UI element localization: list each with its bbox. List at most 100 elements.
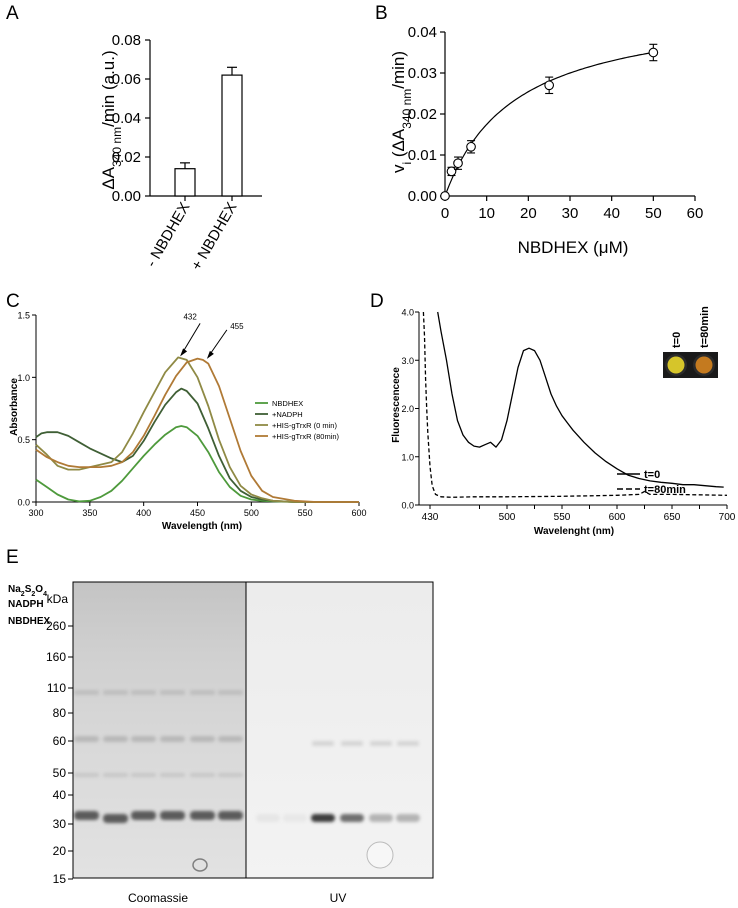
d-xtick-label: 700 [719, 512, 736, 523]
a-category-label: + NBDHEX [188, 200, 240, 274]
gel-uv-band [256, 814, 280, 822]
gel-marker-label: 20 [53, 844, 67, 858]
c-legend-label: NBDHEX [272, 399, 303, 408]
c-series-line [35, 425, 359, 503]
b-xtick-label: 20 [520, 205, 537, 222]
chart-c-series [35, 356, 359, 503]
gel-band [74, 736, 99, 742]
d-xtick-label: 430 [422, 512, 439, 523]
d-inset-label: t=0 [671, 332, 683, 348]
gel-band [131, 811, 156, 820]
c-xtick-label: 350 [82, 508, 97, 518]
gel-label-coomassie: Coomassie [128, 891, 188, 905]
chart-c-annotations: 432 455 [180, 312, 244, 359]
gel-uv-band [283, 814, 307, 822]
panel-letter-c: C [6, 291, 20, 312]
gel-uv-band [340, 814, 364, 822]
d-inset-label: t=80min [699, 306, 711, 348]
gel-uv-band [397, 741, 419, 746]
gel-artifact [366, 841, 394, 869]
b-point [440, 191, 450, 201]
panel-letter-d: D [370, 291, 384, 312]
c-ytick-label: 0.0 [17, 498, 30, 508]
d-series-line [422, 311, 728, 498]
b-xtick-label: 50 [645, 205, 662, 222]
b-xtick-label: 60 [687, 205, 704, 222]
d-inset-well-fill [667, 356, 685, 374]
gel-marker-label: 160 [46, 650, 66, 664]
d-xtick-label: 650 [664, 512, 681, 523]
gel-uv-band [370, 741, 392, 746]
chart-c-ticks: 0.0 0.5 1.0 1.5 300 350 400 450 500 550 600 [17, 311, 366, 519]
chart-a-axes [149, 40, 262, 197]
gel-band [103, 690, 128, 695]
gel-band [218, 811, 243, 820]
c-arrow [208, 329, 228, 357]
c-arrow [181, 323, 201, 354]
gel-band [190, 811, 215, 820]
c-series-line [35, 356, 359, 503]
c-ytick-label: 1.5 [17, 311, 30, 321]
gel-band [74, 811, 99, 820]
gel-marker-label: 50 [53, 766, 67, 780]
gel-uv-band [311, 814, 335, 822]
a-bar [221, 74, 243, 197]
gel-band [160, 690, 185, 695]
a-category-label: - NBDHEX [143, 200, 194, 271]
chart-d-series [422, 311, 728, 498]
gel-band [74, 773, 99, 777]
d-ytick-label: 0.0 [401, 501, 414, 511]
c-arrowhead [180, 348, 188, 357]
gel-band [190, 690, 215, 695]
c-xtick-label: 500 [244, 508, 259, 518]
b-ytick-label: 0.03 [408, 65, 437, 82]
gel-band [190, 736, 215, 742]
chart-b-x-axis-label: NBDHEX (μM) [518, 238, 629, 257]
panel-letter-a: A [6, 3, 19, 24]
c-xtick-label: 450 [190, 508, 205, 518]
c-ytick-label: 0.5 [17, 435, 30, 445]
d-inset-well-fill [695, 356, 713, 374]
gel-band [103, 814, 128, 823]
gel-band [131, 773, 156, 777]
panel-letter-e: E [6, 547, 19, 568]
b-ytick-label: 0.01 [408, 147, 437, 164]
gel-molecular-weight-markers: 260 160 110 80 60 50 40 30 20 15 [46, 619, 73, 886]
chart-a-category-labels: - NBDHEX+ NBDHEX [143, 200, 241, 274]
gel-row-label: NBDHEX [8, 616, 51, 627]
gel-row-label: NADPH [8, 599, 44, 610]
b-ytick-label: 0.04 [408, 24, 437, 41]
c-series-line [35, 387, 359, 503]
d-xtick-label: 600 [609, 512, 626, 523]
gel-artifact [192, 858, 208, 872]
gel-uv-band [369, 814, 393, 822]
gel-band [218, 690, 243, 695]
d-series-line [437, 311, 724, 488]
gel-band [160, 773, 185, 777]
gel-band [190, 773, 215, 777]
a-ytick-label: 0.00 [112, 188, 141, 205]
gel-marker-label: 40 [53, 788, 67, 802]
a-ytick-label: 0.04 [112, 110, 141, 127]
gel-marker-label: 15 [53, 872, 67, 886]
b-ytick-label: 0.00 [408, 188, 437, 205]
gel-band [160, 736, 185, 742]
c-legend-label: +HIS-gTrxR (80min) [272, 432, 340, 441]
c-legend-label: +NADPH [272, 410, 303, 419]
gel-band [218, 736, 243, 742]
gel-band [103, 736, 128, 742]
b-point [648, 47, 659, 58]
chart-b-axes [444, 32, 695, 197]
c-xtick-label: 550 [298, 508, 313, 518]
a-ytick-label: 0.06 [112, 71, 141, 88]
chart-b-points [440, 43, 659, 201]
gel-uv-band [396, 814, 420, 822]
c-arrowhead [206, 350, 214, 359]
chart-c-y-axis-label: Absorbance [9, 378, 20, 436]
gel-marker-label: 260 [46, 619, 66, 633]
c-series-line [35, 357, 359, 503]
d-ytick-label: 4.0 [401, 308, 414, 318]
gel-uv-band [312, 741, 334, 746]
gel-band [160, 811, 185, 820]
